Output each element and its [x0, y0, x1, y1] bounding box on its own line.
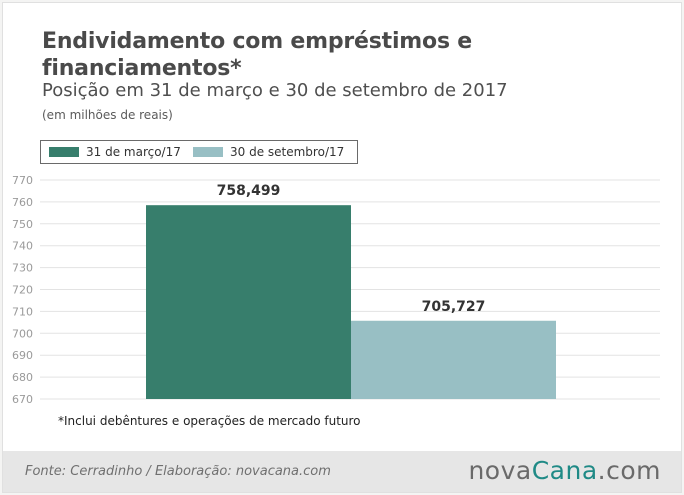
footer-bar: Fonte: Cerradinho / Elaboração: novacana… — [3, 451, 681, 492]
legend-item-september: 30 de setembro/17 — [193, 145, 344, 159]
y-tick-label: 770 — [12, 174, 33, 187]
y-tick-label: 690 — [12, 349, 33, 362]
data-label-march: 758,499 — [217, 183, 281, 199]
unit-label: (em milhões de reais) — [42, 108, 173, 122]
footnote: *Inclui debêntures e operações de mercad… — [58, 414, 361, 428]
y-tick-label: 680 — [12, 371, 33, 384]
y-tick-label: 720 — [12, 284, 33, 297]
legend-label-march: 31 de março/17 — [86, 145, 181, 159]
y-tick-label: 670 — [12, 393, 33, 406]
legend-swatch-march — [49, 146, 79, 157]
legend: 31 de março/17 30 de setembro/17 — [40, 140, 358, 164]
logo-text-nova: nova — [468, 456, 532, 485]
legend-swatch-september — [193, 146, 223, 157]
logo-text-cana: Cana — [531, 456, 598, 485]
y-tick-label: 760 — [12, 196, 33, 209]
legend-label-september: 30 de setembro/17 — [230, 145, 345, 159]
chart-subtitle: Posição em 31 de março e 30 de setembro … — [42, 80, 508, 101]
novacana-logo: novaCana.com — [468, 456, 661, 485]
y-tick-label: 710 — [12, 305, 33, 318]
bar-september — [351, 320, 556, 399]
logo-text-com: .com — [597, 456, 661, 485]
y-tick-label: 730 — [12, 262, 33, 275]
y-tick-label: 740 — [12, 240, 33, 253]
legend-item-march: 31 de março/17 — [49, 145, 181, 159]
chart-title: Endividamento com empréstimos e financia… — [42, 29, 473, 81]
source-text: Fonte: Cerradinho / Elaboração: novacana… — [25, 464, 331, 479]
bar-march — [146, 205, 351, 399]
y-tick-label: 700 — [12, 327, 33, 340]
y-tick-label: 750 — [12, 218, 33, 231]
data-label-september: 705,727 — [422, 299, 486, 315]
